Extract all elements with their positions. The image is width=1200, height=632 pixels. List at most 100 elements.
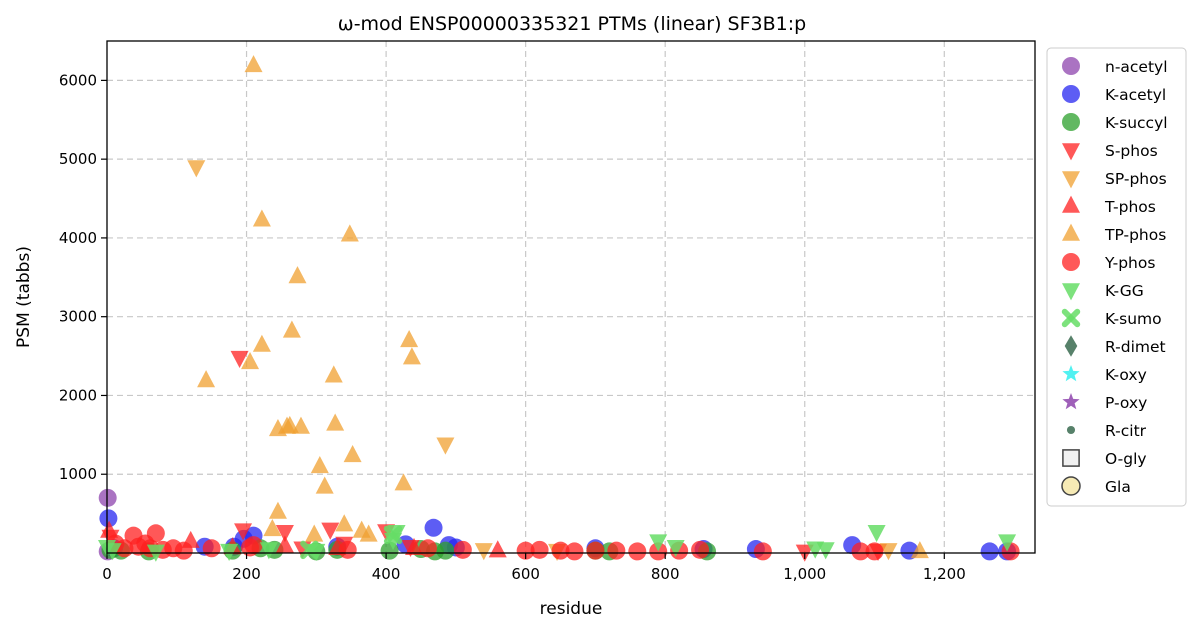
x-tick-label: 200 [232, 565, 261, 583]
legend-marker [1062, 85, 1080, 103]
legend-label: K-GG [1105, 282, 1144, 300]
series-s-phos [101, 350, 888, 562]
data-point [666, 539, 685, 558]
data-point [649, 534, 668, 552]
data-point [565, 542, 584, 561]
data-point [291, 416, 310, 434]
data-point [607, 541, 626, 560]
data-point [453, 540, 472, 559]
data-point [865, 542, 884, 561]
legend-label: S-phos [1105, 142, 1158, 160]
legend-marker [1062, 113, 1080, 131]
data-point [340, 224, 359, 242]
x-tick-label: 600 [511, 565, 540, 583]
data-point [282, 320, 301, 338]
legend-marker [1062, 171, 1080, 189]
data-point [424, 518, 443, 537]
data-point [400, 329, 419, 348]
legend-label: P-oxy [1105, 394, 1147, 412]
data-point [867, 524, 886, 543]
data-point [394, 473, 413, 491]
legend-item: Gla [1061, 476, 1131, 496]
data-point [816, 542, 835, 560]
y-tick-label: 5000 [59, 150, 97, 168]
plot-frame [106, 40, 1036, 554]
x-tick-label: 800 [651, 565, 680, 583]
x-tick-label: 0 [102, 565, 112, 583]
data-point [586, 541, 605, 560]
legend-marker [1066, 425, 1076, 435]
data-point [263, 519, 282, 537]
legend-item: O-gly [1062, 449, 1147, 468]
legend-marker [1062, 57, 1080, 75]
legend-item: K-acetyl [1062, 85, 1166, 104]
data-point [851, 542, 870, 561]
legend-item: R-citr [1066, 422, 1147, 440]
data-point [99, 509, 118, 528]
legend-frame [1046, 47, 1187, 507]
data-point [530, 540, 549, 559]
legend-marker [1062, 365, 1080, 382]
data-point [879, 543, 898, 561]
data-point [103, 543, 122, 561]
data-point [405, 537, 424, 556]
data-point [241, 352, 260, 370]
legend-item: n-acetyl [1062, 57, 1168, 76]
series-sp-phos [187, 160, 898, 561]
legend-item: K-sumo [1061, 308, 1162, 328]
data-point [321, 522, 340, 540]
chart-title: ω-mod ENSP00000335321 PTMs (linear) SF3B… [338, 13, 806, 35]
data-point [280, 415, 299, 433]
legend-item: K-succyl [1062, 113, 1168, 132]
x-tick-label: 1,200 [923, 565, 966, 583]
data-point [98, 488, 117, 507]
legend-label: SP-phos [1105, 170, 1167, 188]
data-point [202, 539, 221, 558]
data-point [259, 542, 278, 560]
data-point [230, 350, 249, 369]
data-point [315, 476, 334, 494]
legend-label: K-acetyl [1105, 86, 1166, 104]
legend-marker [1062, 253, 1080, 271]
legend-marker [1064, 335, 1078, 357]
data-point [436, 437, 455, 455]
data-point [436, 541, 455, 560]
y-tick-label: 1000 [59, 465, 97, 483]
legend-label: R-citr [1105, 422, 1147, 440]
y-axis-label: PSM (tabbs) [14, 246, 34, 348]
grid-lines [107, 41, 1035, 553]
data-point [268, 501, 287, 519]
data-point [244, 536, 263, 555]
legend-item: TP-phos [1062, 223, 1166, 244]
legend-marker [1061, 476, 1081, 496]
legend-marker [1062, 283, 1080, 301]
legend-label: T-phos [1104, 198, 1156, 216]
data-point [343, 444, 362, 463]
y-tick-label: 6000 [59, 71, 97, 89]
data-point [488, 540, 507, 558]
data-point [326, 413, 345, 431]
legend-label: n-acetyl [1105, 58, 1168, 76]
legend-marker [1062, 449, 1080, 467]
x-axis: 0 200 400 600 800 1,000 1,200 [102, 553, 966, 583]
data-point [300, 540, 319, 560]
legend-marker [1062, 223, 1080, 241]
data-point [310, 456, 329, 474]
data-point [980, 542, 999, 561]
y-tick-label: 3000 [59, 308, 97, 326]
legend-label: Gla [1105, 478, 1131, 496]
data-point [628, 542, 647, 561]
legend-marker [1062, 393, 1080, 410]
data-point [252, 209, 271, 227]
legend-marker [1062, 195, 1080, 213]
y-tick-label: 4000 [59, 229, 97, 247]
x-axis-label: residue [540, 599, 603, 619]
data-point [338, 540, 357, 559]
data-point [244, 55, 263, 73]
data-point [288, 266, 307, 284]
data-point [998, 534, 1017, 552]
data-point [418, 539, 437, 558]
legend-label: K-oxy [1105, 366, 1147, 384]
legend-item: P-oxy [1062, 393, 1147, 412]
data-point [753, 542, 772, 561]
